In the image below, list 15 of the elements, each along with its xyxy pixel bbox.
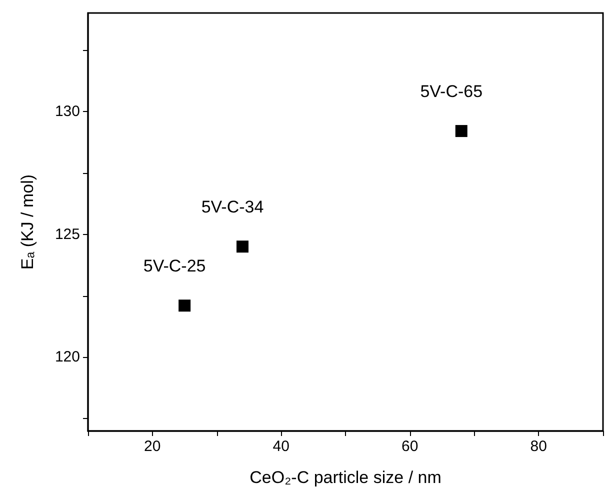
annotation: 5V-C-25 xyxy=(143,256,206,276)
x-tick-label: 20 xyxy=(144,438,161,455)
x-tick-label: 80 xyxy=(530,438,547,455)
y-tick-label: 120 xyxy=(54,348,80,366)
y-tick-label: 125 xyxy=(54,226,80,243)
y-axis-title: Eₐ (KJ / mol) xyxy=(18,174,37,270)
x-axis-title: CeO₂-C particle size / nm xyxy=(250,468,442,487)
point xyxy=(178,300,191,312)
y-tick-label: 130 xyxy=(54,102,80,120)
annotation: 5V-C-34 xyxy=(201,198,264,217)
x-tick-label: 60 xyxy=(402,438,418,455)
x-tick-label: 40 xyxy=(272,438,290,455)
annotation: 5V-C-65 xyxy=(420,82,483,102)
point xyxy=(455,125,468,138)
point xyxy=(236,240,248,253)
